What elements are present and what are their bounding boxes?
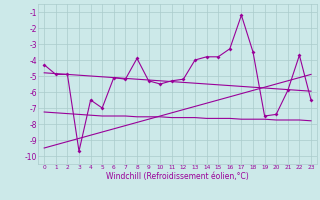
X-axis label: Windchill (Refroidissement éolien,°C): Windchill (Refroidissement éolien,°C) xyxy=(106,172,249,181)
